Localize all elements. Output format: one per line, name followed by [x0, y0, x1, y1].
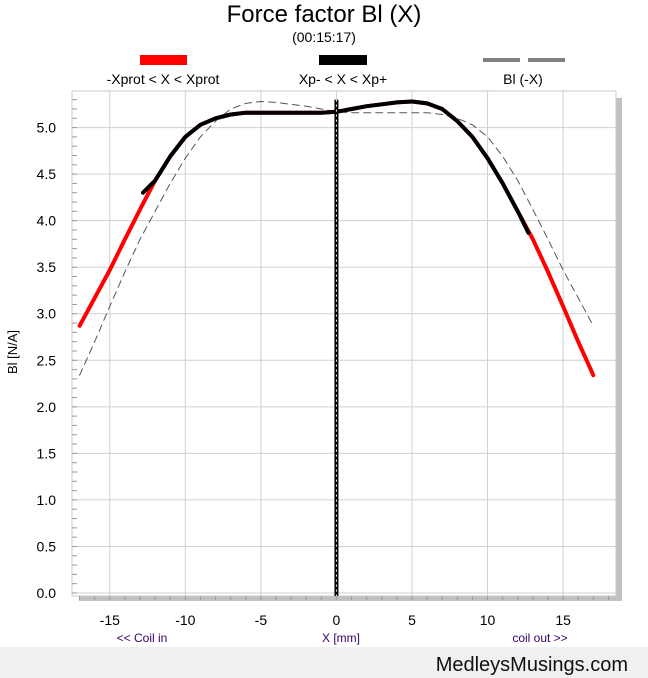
footer-site-name: MedleysMusings.com	[435, 654, 628, 676]
x-note-left: << Coil in	[117, 631, 168, 645]
y-tick-label: 4.0	[37, 213, 57, 229]
axes: 0.0 0.5 1.0 1.5 2.0 2.5 3.0 3.5 4.0 4.5 5.0 -15 -10 -…	[37, 99, 609, 628]
x-tick-label: 10	[480, 612, 496, 628]
y-tick-label: 3.0	[37, 306, 57, 322]
y-tick-label: 3.5	[37, 259, 57, 275]
x-note-right: coil out >>	[512, 631, 567, 645]
legend-swatch-red	[140, 55, 187, 65]
x-tick-label: 0	[333, 612, 341, 628]
y-tick-label: 4.5	[37, 166, 57, 182]
y-tick-label: 1.5	[37, 445, 57, 461]
y-tick-label: 1.0	[37, 492, 57, 508]
legend-label-xp: Xp- < X < Xp+	[298, 71, 388, 87]
chart-subtitle: (00:15:17)	[292, 29, 356, 45]
y-tick-label: 5.0	[37, 120, 57, 136]
chart-area: 0.0 0.5 1.0 1.5 2.0 2.5 3.0 3.5 4.0 4.5 5.0 -15 -10 -…	[5, 90, 622, 645]
legend-label-xprot: -Xprot < X < Xprot	[106, 71, 220, 87]
x-tick-label: -15	[100, 612, 120, 628]
x-tick-label: 15	[555, 612, 571, 628]
legend-swatch-black	[319, 55, 367, 65]
plot-shadow-right	[616, 98, 622, 601]
x-tick-label: -10	[175, 612, 195, 628]
x-tick-label: 5	[408, 612, 416, 628]
legend-label-bl-negx: Bl (-X)	[503, 71, 543, 87]
y-tick-label: 2.0	[37, 399, 57, 415]
y-tick-label: 2.5	[37, 352, 57, 368]
chart-title: Force factor Bl (X)	[226, 1, 422, 28]
legend-swatch-gray-dashed	[483, 58, 565, 62]
plot-shadow-bottom	[79, 596, 622, 601]
y-tick-label: 0.0	[37, 585, 57, 601]
plot-background	[71, 90, 617, 597]
x-axis-label: X [mm]	[322, 631, 360, 645]
y-tick-label: 0.5	[37, 538, 57, 554]
x-tick-label: -5	[255, 612, 268, 628]
y-axis-label: Bl [N/A]	[5, 330, 20, 374]
footer-bar	[0, 647, 648, 678]
